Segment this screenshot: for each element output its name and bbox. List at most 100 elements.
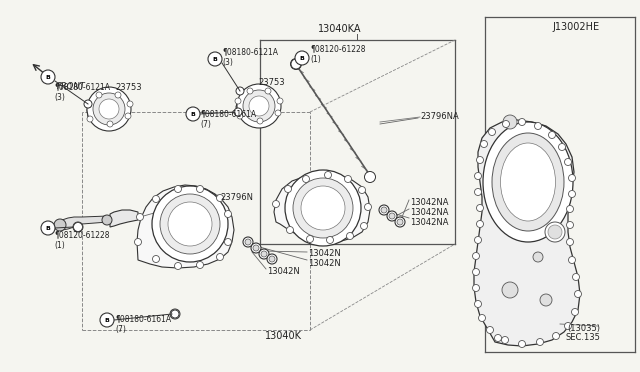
- Circle shape: [545, 222, 565, 242]
- Circle shape: [573, 273, 579, 280]
- Ellipse shape: [492, 133, 564, 231]
- Circle shape: [175, 263, 182, 269]
- Circle shape: [293, 178, 353, 238]
- Circle shape: [257, 118, 263, 124]
- Circle shape: [479, 314, 486, 321]
- Circle shape: [488, 128, 495, 135]
- Circle shape: [84, 100, 92, 108]
- Circle shape: [196, 186, 204, 192]
- Text: 13042N: 13042N: [308, 260, 340, 269]
- Text: ¶08120-61228
(1): ¶08120-61228 (1): [54, 230, 109, 250]
- Polygon shape: [474, 120, 580, 346]
- Circle shape: [277, 98, 283, 104]
- Text: (13035): (13035): [567, 324, 600, 333]
- Circle shape: [346, 232, 353, 240]
- Text: 13040K: 13040K: [265, 331, 302, 341]
- Text: ¶08120-61228
(1): ¶08120-61228 (1): [310, 44, 365, 64]
- Text: 13040KA: 13040KA: [318, 24, 362, 34]
- Circle shape: [225, 211, 232, 218]
- Circle shape: [115, 92, 121, 98]
- Text: ¶08180-6161A
(7): ¶08180-6161A (7): [115, 314, 171, 334]
- Circle shape: [100, 313, 114, 327]
- Circle shape: [397, 219, 403, 225]
- Circle shape: [548, 225, 562, 239]
- Circle shape: [285, 170, 361, 246]
- Circle shape: [41, 70, 55, 84]
- Circle shape: [295, 51, 309, 65]
- Circle shape: [324, 171, 332, 179]
- Text: ¶08180-6121A
(3): ¶08180-6121A (3): [222, 47, 278, 67]
- Circle shape: [87, 116, 93, 122]
- Text: 13042NA: 13042NA: [410, 208, 449, 217]
- Circle shape: [474, 301, 481, 308]
- Ellipse shape: [500, 143, 556, 221]
- Circle shape: [273, 201, 280, 208]
- Circle shape: [243, 90, 275, 122]
- Circle shape: [125, 113, 131, 119]
- Circle shape: [486, 327, 493, 334]
- Text: 13042N: 13042N: [267, 267, 300, 276]
- Polygon shape: [137, 185, 234, 268]
- Circle shape: [564, 323, 572, 330]
- Circle shape: [481, 141, 488, 148]
- Circle shape: [381, 207, 387, 213]
- Ellipse shape: [483, 122, 573, 242]
- Circle shape: [175, 186, 182, 192]
- Circle shape: [564, 158, 572, 166]
- Text: 23753: 23753: [258, 77, 285, 87]
- Circle shape: [360, 222, 367, 230]
- Circle shape: [358, 186, 365, 193]
- Circle shape: [303, 176, 310, 183]
- Circle shape: [566, 205, 573, 212]
- Circle shape: [87, 87, 131, 131]
- Text: 13042NA: 13042NA: [410, 218, 449, 227]
- Circle shape: [365, 171, 376, 183]
- Circle shape: [251, 243, 261, 253]
- Circle shape: [477, 157, 483, 164]
- Circle shape: [474, 237, 481, 244]
- Circle shape: [518, 119, 525, 125]
- Circle shape: [395, 217, 405, 227]
- Circle shape: [568, 190, 575, 198]
- Circle shape: [73, 222, 83, 232]
- Circle shape: [41, 221, 55, 235]
- Circle shape: [186, 107, 200, 121]
- Circle shape: [74, 222, 83, 231]
- Circle shape: [540, 294, 552, 306]
- Circle shape: [387, 211, 397, 221]
- Circle shape: [152, 256, 159, 263]
- Polygon shape: [110, 210, 138, 227]
- Text: 13042NA: 13042NA: [410, 198, 449, 206]
- Circle shape: [389, 213, 395, 219]
- Circle shape: [477, 221, 483, 228]
- Circle shape: [291, 59, 301, 69]
- Circle shape: [235, 98, 241, 104]
- Circle shape: [102, 215, 112, 225]
- Polygon shape: [87, 95, 130, 124]
- Circle shape: [107, 121, 113, 127]
- Circle shape: [243, 237, 253, 247]
- Circle shape: [127, 101, 133, 107]
- Circle shape: [301, 186, 345, 230]
- Circle shape: [267, 254, 277, 264]
- Text: 23796N: 23796N: [220, 192, 253, 202]
- Text: B: B: [300, 55, 305, 61]
- Circle shape: [247, 88, 253, 94]
- Text: B: B: [45, 225, 51, 231]
- Circle shape: [518, 340, 525, 347]
- Circle shape: [234, 108, 242, 116]
- Circle shape: [534, 122, 541, 129]
- Text: J13002HE: J13002HE: [553, 22, 600, 32]
- Text: B: B: [45, 74, 51, 80]
- Circle shape: [54, 219, 66, 231]
- Circle shape: [259, 249, 269, 259]
- Text: SEC.135: SEC.135: [565, 333, 600, 341]
- Circle shape: [171, 310, 179, 318]
- Circle shape: [474, 173, 481, 180]
- Circle shape: [152, 196, 159, 202]
- Text: B: B: [212, 57, 218, 61]
- Circle shape: [216, 253, 223, 260]
- Circle shape: [136, 214, 143, 221]
- Text: FRONT: FRONT: [57, 81, 86, 90]
- Circle shape: [287, 227, 294, 234]
